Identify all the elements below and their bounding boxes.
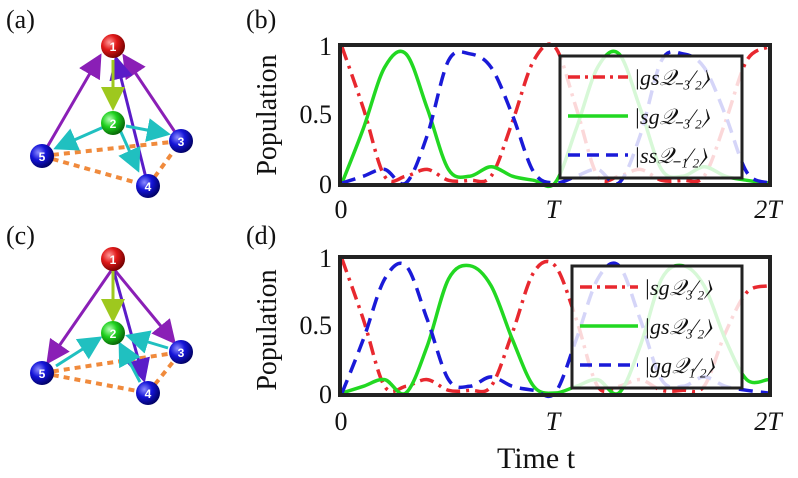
svg-text:3: 3 (178, 135, 185, 149)
y-axis-label: Population (252, 269, 283, 390)
node-1: 1 (101, 247, 125, 271)
edge-4-2 (118, 341, 142, 383)
svg-text:2: 2 (110, 117, 117, 131)
y-tick: 1 (319, 244, 332, 273)
node-3: 3 (169, 129, 193, 153)
node-3: 3 (169, 340, 193, 364)
legend-label: |sg𝒬₃⁄₂⟩ (644, 275, 713, 300)
x-tick: 2T (754, 195, 783, 224)
y-tick: 0.5 (300, 311, 333, 340)
edge-4-1 (109, 55, 150, 187)
panel-label-d: (d) (246, 221, 276, 250)
panel-label-c: (c) (6, 221, 35, 250)
node-1: 1 (101, 34, 125, 58)
x-tick: 0 (335, 195, 348, 224)
node-5: 5 (30, 144, 54, 168)
dotted-edges (41, 350, 183, 395)
node-5: 5 (30, 361, 54, 385)
node-2: 2 (101, 321, 125, 345)
x-tick: 0 (335, 407, 348, 436)
x-tick: 2T (754, 407, 783, 436)
edge-2-5 (53, 124, 107, 151)
edge-1-5 (46, 267, 115, 365)
node-4: 4 (136, 381, 160, 405)
edge-5-1 (40, 53, 102, 157)
node-4: 4 (136, 174, 160, 198)
axes-frame (338, 255, 772, 397)
svg-text:4: 4 (145, 180, 152, 194)
edge-5-2 (55, 336, 103, 368)
dotted-edges (41, 139, 183, 188)
x-tick: T (546, 195, 562, 224)
node-2: 2 (101, 111, 125, 135)
axes-frame (338, 43, 772, 187)
y-tick: 1 (319, 32, 332, 61)
graph-c: 1 2 3 4 5 (30, 247, 193, 405)
legend-label: |gg𝒬₁⁄₂⟩ (644, 353, 716, 378)
edge-3-2 (125, 330, 169, 354)
legend-label: |sg𝒬₋₃⁄₂⟩ (634, 104, 711, 129)
svg-text:5: 5 (39, 367, 46, 381)
legend: |gs𝒬₋₃⁄₂⟩ |sg𝒬₋₃⁄₂⟩ |ss𝒬₋₁⁄₂⟩ (558, 54, 744, 180)
series-line (340, 42, 769, 184)
y-tick: 0.5 (300, 100, 333, 129)
series-line (340, 258, 769, 394)
chart-d: 1 0.5 0 0 T 2T Population |sg𝒬₃⁄₂⟩ |gs𝒬₃… (252, 244, 783, 436)
edge-3-1 (122, 53, 183, 142)
edge-2-4 (118, 129, 141, 173)
legend-label: |ss𝒬₋₁⁄₂⟩ (634, 143, 708, 168)
panel-label-b: (b) (246, 5, 276, 34)
edge-2-3 (125, 118, 171, 142)
panel-label-a: (a) (6, 5, 35, 34)
legend: |sg𝒬₃⁄₂⟩ |gs𝒬₃⁄₂⟩ |gg𝒬₁⁄₂⟩ (570, 264, 744, 390)
svg-text:5: 5 (39, 150, 46, 164)
svg-text:2: 2 (110, 327, 117, 341)
x-tick: T (546, 407, 562, 436)
x-axis-label: Time t (497, 442, 576, 475)
svg-text:1: 1 (110, 253, 117, 267)
legend-label: |gs𝒬₋₃⁄₂⟩ (634, 65, 711, 90)
svg-text:3: 3 (178, 346, 185, 360)
svg-text:4: 4 (145, 387, 152, 401)
chart-b: 1 0.5 0 0 T 2T Population |gs𝒬₋₃⁄₂⟩ |sg𝒬… (252, 32, 783, 224)
series-line (340, 261, 769, 399)
graph-a: 1 2 3 4 5 (30, 34, 193, 198)
y-axis-label: Population (252, 54, 283, 175)
y-tick: 0 (319, 170, 332, 199)
svg-text:1: 1 (110, 40, 117, 54)
edge-1-3 (111, 267, 176, 345)
y-tick: 0 (319, 380, 332, 409)
legend-label: |gs𝒬₃⁄₂⟩ (644, 314, 713, 339)
